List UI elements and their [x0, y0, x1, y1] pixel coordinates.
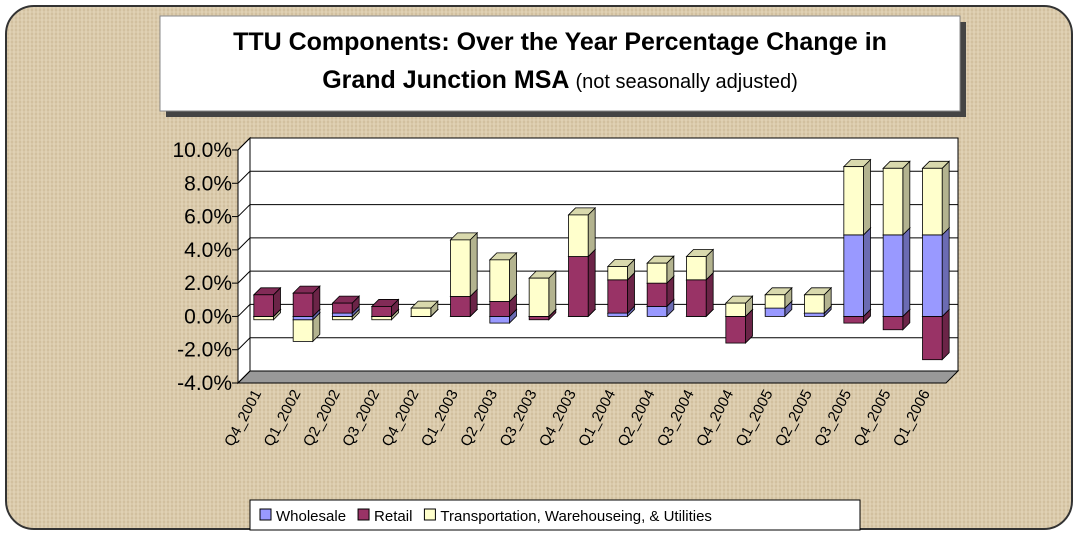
bar-side: [587, 248, 596, 318]
bar: [843, 166, 864, 236]
grid-line: [237, 170, 958, 184]
y-tick-label: -2.0%: [177, 339, 232, 362]
bar: [725, 302, 746, 317]
bar-side: [902, 226, 911, 318]
bar: [568, 214, 589, 257]
bar: [922, 234, 943, 317]
bar-side: [548, 270, 557, 318]
bar: [725, 316, 746, 344]
bar-side: [587, 206, 596, 258]
bar: [922, 167, 943, 236]
bar: [528, 316, 550, 321]
floor: [236, 370, 960, 384]
bar: [646, 282, 668, 307]
bar: [686, 279, 707, 317]
bar: [843, 234, 864, 317]
y-tick-label: 2.0%: [184, 272, 232, 295]
y-tick-label: 4.0%: [184, 239, 232, 262]
bar-side: [902, 160, 911, 236]
grid-line: [237, 303, 958, 317]
bar: [489, 301, 510, 317]
chart-subtitle: (not seasonally adjusted): [575, 71, 797, 93]
legend-label: Transportation, Warehouseing, & Utilitie…: [440, 508, 712, 525]
bar: [528, 277, 550, 317]
y-tick-label: 6.0%: [184, 206, 232, 229]
bar: [764, 307, 786, 317]
bar: [882, 234, 904, 317]
bar: [607, 279, 628, 314]
bar-side: [863, 158, 871, 236]
bar: [843, 316, 864, 324]
y-tick-label: 10.0%: [172, 139, 232, 162]
bar: [568, 256, 589, 317]
bar-side: [941, 160, 950, 236]
chart-title-line: Grand Junction MSA (not seasonally adjust…: [322, 66, 798, 94]
bar: [450, 239, 471, 297]
bar: [646, 262, 668, 284]
legend-swatch: [259, 508, 272, 521]
bar: [292, 319, 314, 342]
bar: [410, 307, 432, 317]
bar-side: [941, 226, 950, 318]
y-tick-label: 8.0%: [184, 172, 232, 195]
legend-label: Retail: [374, 508, 412, 525]
side-wall: [237, 136, 251, 385]
legend-label: Wholesale: [276, 508, 346, 525]
bar-side: [509, 251, 517, 303]
legend-box: [249, 499, 861, 531]
title-box: [159, 15, 961, 112]
grid-line: [237, 204, 958, 217]
bar: [332, 316, 353, 321]
bar: [371, 306, 392, 317]
bar: [646, 306, 668, 317]
bar: [882, 316, 904, 331]
chart-title: TTU Components: Over the Year Percentage…: [233, 28, 887, 56]
bar: [253, 316, 274, 321]
bar: [292, 292, 314, 317]
bar: [292, 316, 314, 321]
bar: [489, 259, 510, 302]
bar: [371, 316, 392, 321]
bar: [804, 312, 825, 317]
bar: [607, 266, 628, 281]
chart-title-part: Grand Junction MSA: [322, 66, 569, 94]
bar: [253, 294, 274, 317]
bar-side: [705, 271, 714, 318]
bar: [922, 316, 943, 361]
bar: [332, 302, 353, 314]
bar: [686, 256, 707, 281]
y-tick-label: -4.0%: [177, 372, 232, 395]
bar: [607, 312, 628, 317]
grid-line: [237, 337, 958, 351]
bar-side: [469, 231, 478, 298]
legend-swatch: [357, 508, 370, 521]
y-tick-label: 0.0%: [184, 305, 232, 328]
grid-line: [237, 237, 958, 251]
grid-line: [237, 270, 958, 284]
grid-line: [237, 137, 958, 151]
bar: [764, 294, 786, 309]
bar-side: [941, 308, 950, 361]
grid-line: [237, 370, 958, 384]
bar-side: [863, 226, 871, 318]
legend-swatch: [423, 508, 436, 521]
bar: [450, 296, 471, 317]
bar: [804, 294, 825, 314]
bar: [489, 316, 510, 324]
bar: [882, 167, 904, 236]
bar: [332, 312, 353, 317]
